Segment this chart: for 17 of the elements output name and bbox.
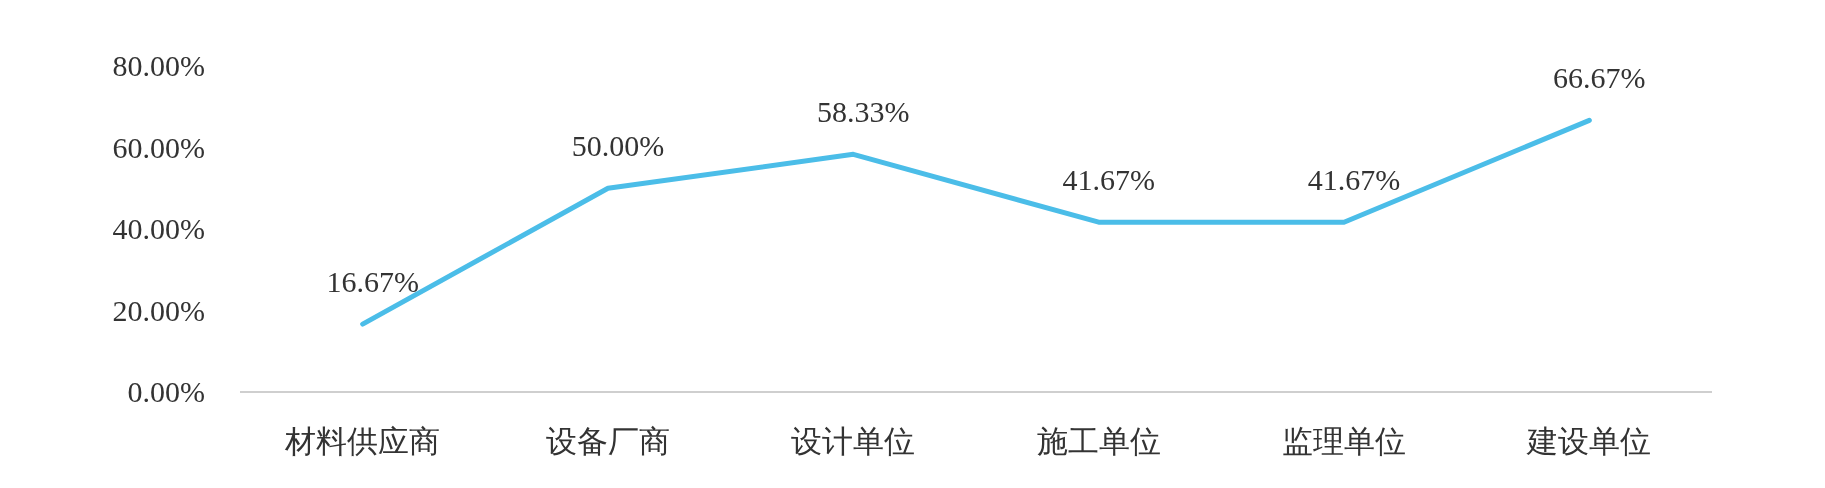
data-label: 50.00% [571,129,665,163]
data-label: 41.67% [1307,163,1401,197]
y-tick-label: 80.00% [112,49,205,82]
x-tick-label: 设计单位 [791,424,916,459]
x-tick-label: 设备厂商 [546,424,670,459]
data-label: 16.67% [326,265,419,299]
y-tick-label: 0.00% [127,375,205,408]
data-label: 41.67% [1062,163,1155,197]
data-label: 58.33% [817,95,910,129]
data-label: 66.67% [1553,61,1646,95]
y-tick-label: 60.00% [112,130,205,164]
y-tick-label: 20.00% [112,293,205,327]
x-tick-label: 建设单位 [1526,424,1652,459]
x-tick-label: 施工单位 [1036,424,1161,459]
x-tick-label: 材料供应商 [284,424,441,459]
y-tick-label: 40.00% [112,212,205,245]
x-tick-label: 监理单位 [1282,424,1406,459]
